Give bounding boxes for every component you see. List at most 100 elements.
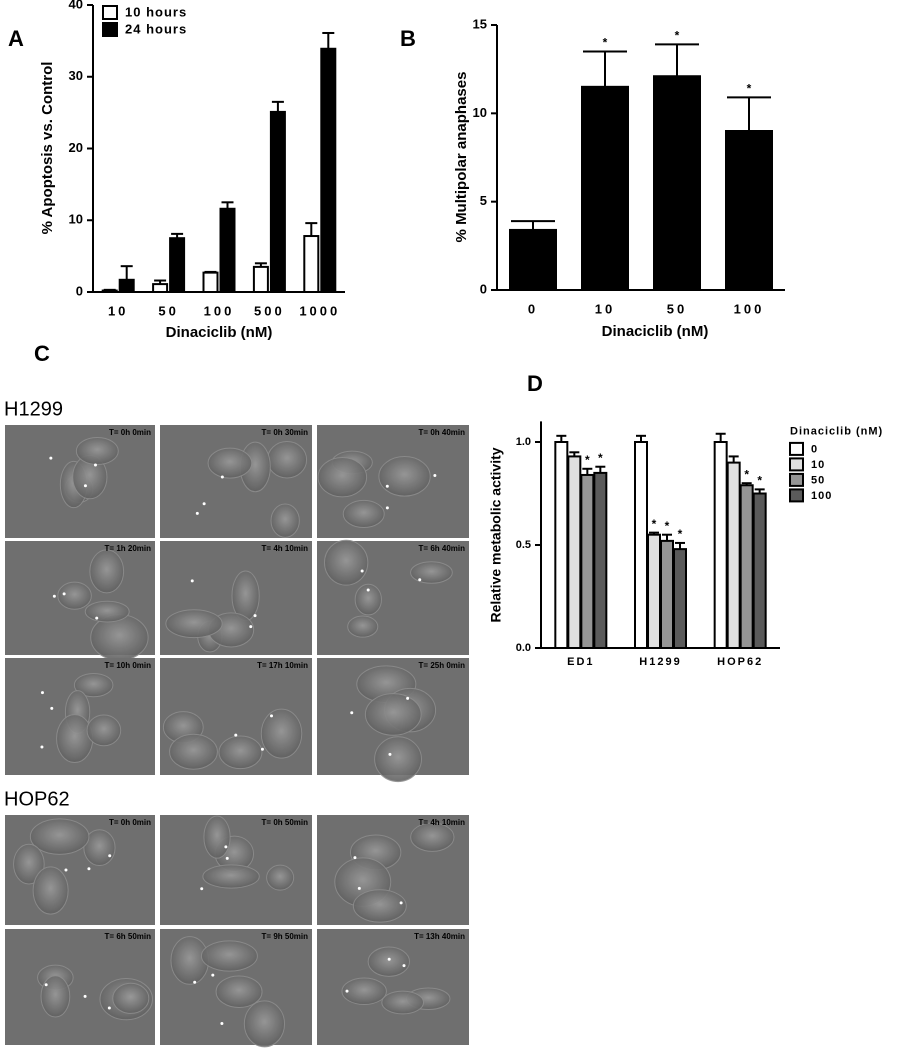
cell bbox=[218, 735, 263, 770]
bar bbox=[725, 130, 773, 291]
cell-line-label: HOP62 bbox=[4, 788, 70, 810]
bar bbox=[219, 207, 236, 294]
microscopy-image: T= 10h 0min bbox=[5, 658, 155, 775]
marker-dot bbox=[64, 868, 68, 872]
marker-dot bbox=[220, 1022, 224, 1026]
legend-swatch bbox=[102, 5, 118, 20]
marker-dot bbox=[202, 502, 206, 506]
marker-dot bbox=[200, 887, 204, 891]
legend-label: 10 hours bbox=[125, 4, 187, 19]
x-tick-label: 100 bbox=[204, 303, 235, 318]
legend-swatch bbox=[102, 22, 118, 37]
x-tick-label: 50 bbox=[667, 301, 687, 316]
cell bbox=[89, 549, 125, 594]
y-tick-label: 30 bbox=[69, 68, 83, 83]
marker-dot bbox=[50, 706, 54, 710]
legend-swatch bbox=[789, 441, 804, 456]
marker-dot bbox=[388, 752, 392, 756]
marker-dot bbox=[211, 973, 215, 977]
cell bbox=[29, 818, 90, 855]
timestamp: T= 6h 40min bbox=[419, 544, 466, 553]
y-axis-label: Relative metabolic activity bbox=[488, 447, 504, 622]
cell bbox=[347, 615, 379, 638]
marker-dot bbox=[253, 614, 257, 618]
y-tick-label: 5 bbox=[480, 193, 487, 208]
panel-label: A bbox=[8, 26, 24, 51]
significance-mark: * bbox=[744, 467, 749, 481]
cell bbox=[374, 736, 422, 783]
microscopy-image: T= 0h 30min bbox=[160, 425, 312, 538]
cell bbox=[266, 440, 308, 479]
marker-dot bbox=[433, 473, 437, 477]
marker-dot bbox=[87, 867, 91, 871]
cell bbox=[270, 503, 300, 538]
x-tick-label: ED1 bbox=[567, 656, 594, 668]
bar bbox=[118, 278, 135, 293]
x-tick-label: 10 bbox=[595, 301, 615, 316]
marker-dot bbox=[357, 886, 361, 890]
significance-mark: * bbox=[603, 36, 608, 50]
marker-dot bbox=[270, 714, 274, 718]
cell bbox=[381, 990, 425, 1015]
microscopy-image: T= 9h 50min bbox=[160, 929, 312, 1048]
cell bbox=[112, 982, 150, 1014]
bar bbox=[653, 75, 701, 291]
cell bbox=[260, 708, 303, 759]
bar bbox=[752, 492, 767, 649]
cell bbox=[57, 581, 92, 610]
microscopy-image: T= 25h 0min bbox=[317, 658, 469, 783]
y-tick-label: 10 bbox=[473, 105, 487, 120]
cell bbox=[165, 609, 223, 639]
cell bbox=[215, 975, 263, 1008]
marker-dot bbox=[52, 594, 56, 598]
cell bbox=[169, 733, 218, 770]
cell bbox=[342, 499, 385, 529]
legend-label: 100 bbox=[811, 490, 832, 502]
legend-swatch bbox=[789, 488, 804, 503]
timestamp: T= 9h 50min bbox=[262, 932, 309, 941]
cell bbox=[410, 561, 453, 584]
marker-dot bbox=[360, 569, 364, 573]
significance-mark: * bbox=[585, 453, 590, 467]
cell bbox=[354, 583, 382, 616]
marker-dot bbox=[385, 484, 389, 488]
marker-dot bbox=[387, 957, 391, 961]
marker-dot bbox=[190, 579, 194, 583]
marker-dot bbox=[83, 484, 87, 488]
timestamp: T= 10h 0min bbox=[105, 661, 152, 670]
cell bbox=[410, 822, 455, 852]
cell bbox=[73, 672, 114, 698]
marker-dot bbox=[224, 845, 228, 849]
cell bbox=[200, 940, 258, 972]
legend-swatch bbox=[789, 457, 804, 472]
cell bbox=[56, 714, 94, 764]
legend-label: 0 bbox=[811, 443, 818, 455]
timestamp: T= 25h 0min bbox=[419, 661, 466, 670]
marker-dot bbox=[195, 511, 199, 515]
bar bbox=[673, 548, 687, 649]
cell bbox=[378, 456, 431, 497]
legend-label: 50 bbox=[811, 474, 825, 486]
y-tick-label: 40 bbox=[69, 0, 83, 11]
bar bbox=[634, 441, 648, 649]
timestamp: T= 0h 0min bbox=[109, 818, 151, 827]
bar bbox=[739, 484, 754, 650]
cell bbox=[367, 946, 411, 977]
x-tick-label: 10 bbox=[108, 303, 128, 318]
bar bbox=[554, 441, 569, 649]
significance-mark: * bbox=[757, 474, 762, 488]
bar bbox=[660, 539, 674, 650]
microscopy-image: T= 0h 40min bbox=[317, 425, 469, 538]
cell bbox=[13, 843, 45, 885]
microscopy-image: T= 6h 40min bbox=[317, 539, 469, 655]
marker-dot bbox=[193, 980, 197, 984]
y-tick-label: 10 bbox=[69, 212, 83, 227]
microscopy-image: T= 0h 50min bbox=[160, 815, 312, 925]
bar bbox=[320, 47, 337, 293]
bar bbox=[303, 235, 320, 294]
timestamp: T= 0h 0min bbox=[109, 428, 151, 437]
bar bbox=[713, 441, 728, 649]
y-tick-label: 0 bbox=[480, 281, 487, 296]
